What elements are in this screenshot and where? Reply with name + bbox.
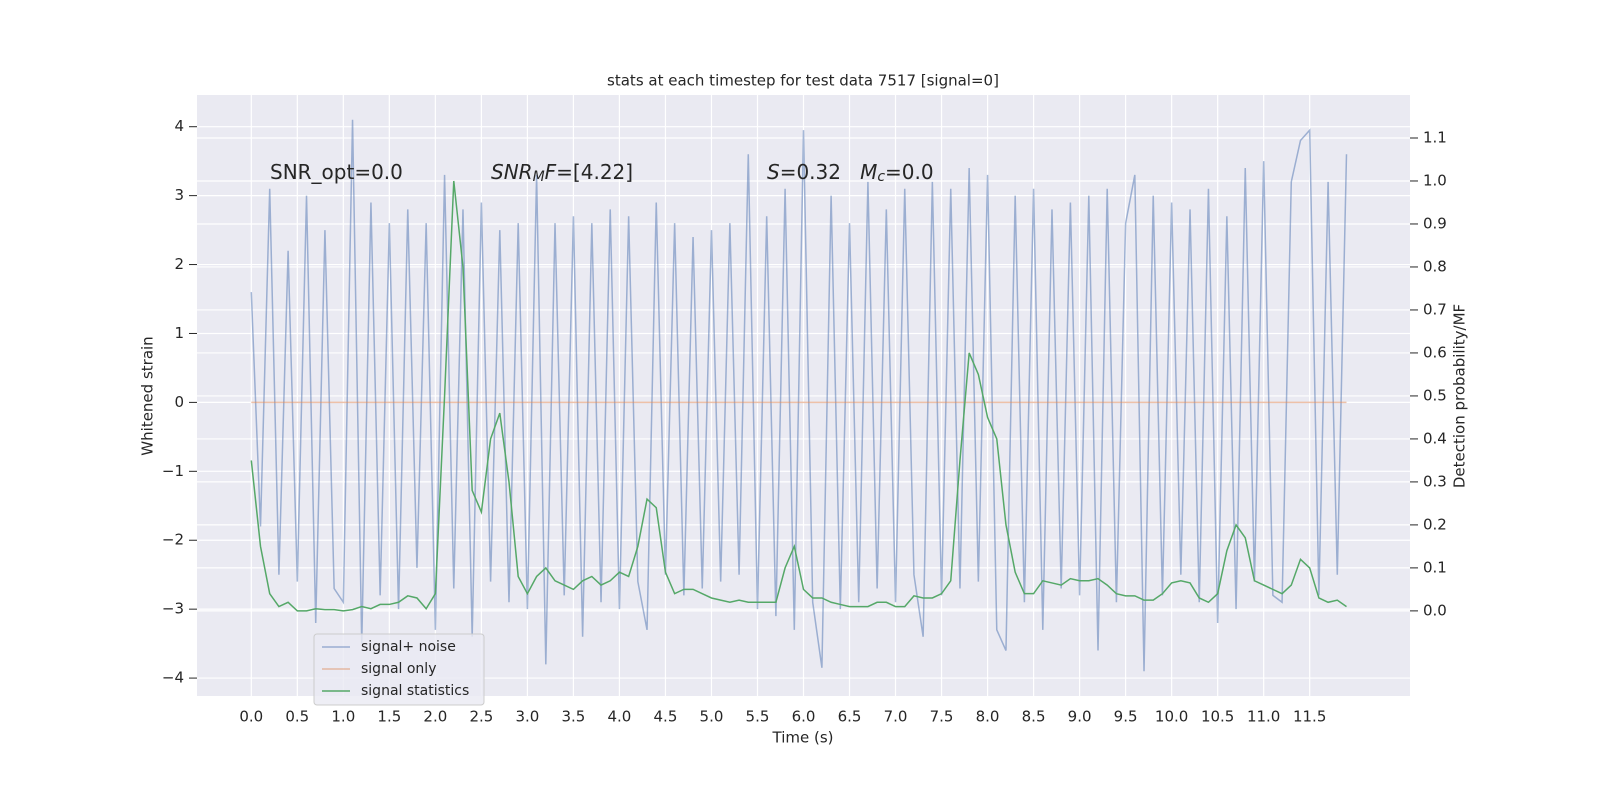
y-tick-label: −1 xyxy=(162,462,184,480)
y-axis-label: Whitened strain xyxy=(139,336,157,455)
series-line xyxy=(250,180,1347,612)
x-tick-label: 11.5 xyxy=(1293,708,1326,726)
annotation-part: SNR_opt=0.0 xyxy=(270,160,403,184)
x-tick-label: 3.5 xyxy=(561,708,585,726)
x-tick-label: 2.5 xyxy=(469,708,493,726)
y-tick-label: 0 xyxy=(174,393,184,411)
annotation-part: c xyxy=(877,169,885,185)
annotation: S=0.32 Mc=0.0 xyxy=(767,160,934,186)
legend-label: signal+ noise xyxy=(361,639,456,655)
x-tick-label: 0.0 xyxy=(239,708,263,726)
y2-tick-label: 0.0 xyxy=(1423,601,1447,619)
x-tick-label: 4.5 xyxy=(654,708,678,726)
annotation-part: =[4.22] xyxy=(556,160,633,184)
annotation-part: =0.32 xyxy=(780,160,860,184)
y-tick-label: −4 xyxy=(162,669,184,687)
x-tick-label: 2.0 xyxy=(423,708,447,726)
y-tick-label: 4 xyxy=(174,117,184,135)
y-tick-label: 1 xyxy=(174,324,184,342)
annotation: SNRMF=[4.22] xyxy=(491,160,633,186)
y2-tick-label: 0.9 xyxy=(1423,214,1447,232)
x-tick-label: 8.5 xyxy=(1022,708,1046,726)
x-tick-label: 0.5 xyxy=(285,708,309,726)
y2-tick-label: 1.0 xyxy=(1423,171,1447,189)
y2-tick-label: 0.1 xyxy=(1423,558,1447,576)
x-tick-label: 6.5 xyxy=(838,708,862,726)
x-tick-label: 11.0 xyxy=(1247,708,1280,726)
x-tick-label: 4.0 xyxy=(608,708,632,726)
series-line xyxy=(250,119,1348,672)
y2-tick-label: 0.2 xyxy=(1423,515,1447,533)
legend-label: signal only xyxy=(361,661,436,677)
x-tick-label: 9.0 xyxy=(1068,708,1092,726)
x-tick-label: 10.0 xyxy=(1155,708,1188,726)
x-tick-label: 5.0 xyxy=(700,708,724,726)
x-tick-label: 7.0 xyxy=(884,708,908,726)
y2-tick-label: 0.4 xyxy=(1423,429,1447,447)
y2-tick-label: 0.3 xyxy=(1423,472,1447,490)
y2-tick-label: 0.6 xyxy=(1423,343,1447,361)
y2-tick-label: 0.5 xyxy=(1423,386,1447,404)
y2-tick-label: 1.1 xyxy=(1423,128,1447,146)
annotation-part: S xyxy=(767,160,780,184)
y-tick-label: −2 xyxy=(162,531,184,549)
x-tick-label: 1.0 xyxy=(331,708,355,726)
y-tick-label: −3 xyxy=(162,600,184,618)
y2-tick-label: 0.8 xyxy=(1423,257,1447,275)
y-tick-label: 3 xyxy=(174,186,184,204)
x-tick-label: 8.0 xyxy=(976,708,1000,726)
x-tick-label: 1.5 xyxy=(377,708,401,726)
x-tick-label: 6.0 xyxy=(792,708,816,726)
annotation-part: F xyxy=(545,160,557,184)
x-tick-label: 3.0 xyxy=(515,708,539,726)
annotation-part: SNR xyxy=(491,160,533,184)
x-tick-label: 10.5 xyxy=(1201,708,1234,726)
legend-box xyxy=(313,633,485,706)
x-tick-label: 5.5 xyxy=(746,708,770,726)
annotation: SNR_opt=0.0 xyxy=(270,160,403,184)
annotation-part: M xyxy=(860,160,877,184)
x-axis-label: Time (s) xyxy=(772,729,834,747)
y2-tick-label: 0.7 xyxy=(1423,300,1447,318)
x-tick-label: 9.5 xyxy=(1114,708,1138,726)
x-tick-label: 7.5 xyxy=(930,708,954,726)
y2-axis-label: Detection probability/MF xyxy=(1451,304,1469,488)
chart-title: stats at each timestep for test data 751… xyxy=(607,72,999,90)
annotation-part: =0.0 xyxy=(885,160,934,184)
annotation-part: M xyxy=(533,169,545,185)
legend-label: signal statistics xyxy=(361,683,469,699)
y-tick-label: 2 xyxy=(174,255,184,273)
